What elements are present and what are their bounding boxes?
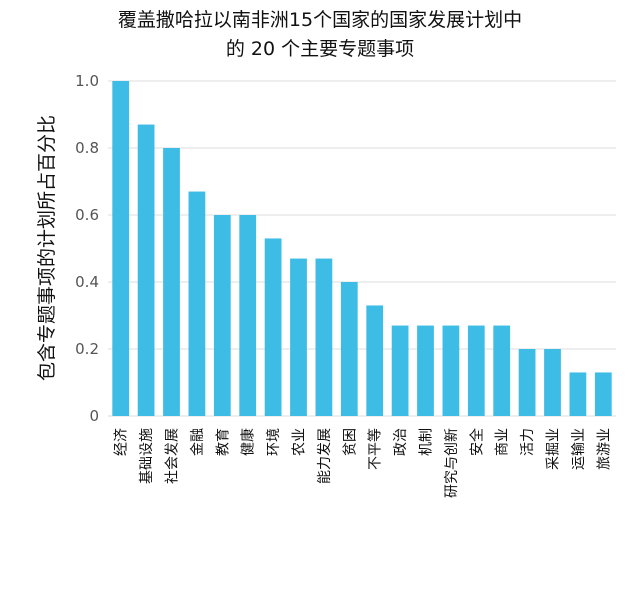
x-tick-label: 金融 xyxy=(190,428,206,456)
grid-lines xyxy=(108,80,616,417)
x-tick-label: 安全 xyxy=(468,428,485,456)
x-tick-label: 活力 xyxy=(520,428,536,456)
x-tick-label: 研究与创新 xyxy=(444,428,460,498)
x-tick-label: 社会发展 xyxy=(165,428,181,484)
y-tick-label: 0.8 xyxy=(75,139,99,157)
bar-政治 xyxy=(391,325,409,416)
y-tick-label: 0.4 xyxy=(75,273,99,291)
x-tick-label: 农业 xyxy=(292,428,308,456)
y-tick-label: 1.0 xyxy=(75,72,99,90)
bar-不平等 xyxy=(366,305,384,416)
chart-title-line-2: 的 20 个主要专题事项 xyxy=(226,38,414,60)
y-tick-label: 0 xyxy=(89,407,99,425)
x-tick-label: 健康 xyxy=(240,428,257,456)
x-axis-labels: 经济 基础设施 社会发展 金融 教育 健康 环境 农业 能力发展 贫困 不平等 政治 机制 研究与创新 安全… xyxy=(114,428,613,498)
bar-安全 xyxy=(467,325,485,416)
bar-贫困 xyxy=(340,282,358,416)
x-tick-label: 经济 xyxy=(114,428,130,456)
bar-环境 xyxy=(264,238,282,416)
x-tick-label: 基础设施 xyxy=(138,428,155,484)
y-axis-ticks: 0 0.2 0.4 0.6 0.8 1.0 xyxy=(75,72,99,425)
x-tick-label: 能力发展 xyxy=(317,428,333,484)
bar-机制 xyxy=(417,325,434,416)
bar-经济 xyxy=(112,81,130,416)
bar-商业 xyxy=(493,325,511,416)
x-tick-label: 商业 xyxy=(495,428,511,456)
chart-title-line-1: 覆盖撒哈拉以南非洲15个国家的国家发展计划中 xyxy=(118,9,522,31)
bar-旅游业 xyxy=(594,372,612,416)
x-tick-label: 环境 xyxy=(266,428,282,456)
bar-能力发展 xyxy=(315,258,333,416)
x-tick-label: 不平等 xyxy=(367,428,384,470)
bar-研究与创新 xyxy=(442,325,460,416)
bar-健康 xyxy=(239,215,257,416)
y-tick-label: 0.6 xyxy=(75,206,99,224)
bar-运输业 xyxy=(569,372,587,416)
bars xyxy=(112,81,612,417)
x-tick-label: 采掘业 xyxy=(546,428,562,470)
bar-社会发展 xyxy=(163,148,180,416)
y-tick-label: 0.2 xyxy=(75,340,99,358)
y-axis-label: 包含专题事项的计划所占百分比 xyxy=(36,115,58,381)
bar-农业 xyxy=(290,258,307,416)
bar-采掘业 xyxy=(544,349,561,416)
bar-金融 xyxy=(188,191,206,416)
x-tick-label: 贫困 xyxy=(342,428,358,456)
x-tick-label: 政治 xyxy=(393,428,409,456)
x-tick-label: 机制 xyxy=(419,428,435,456)
bar-教育 xyxy=(213,215,231,416)
x-tick-label: 运输业 xyxy=(571,428,587,470)
x-tick-label: 教育 xyxy=(215,428,231,456)
bar-活力 xyxy=(518,349,536,416)
bar-基础设施 xyxy=(137,124,155,417)
x-tick-label: 旅游业 xyxy=(596,428,612,470)
